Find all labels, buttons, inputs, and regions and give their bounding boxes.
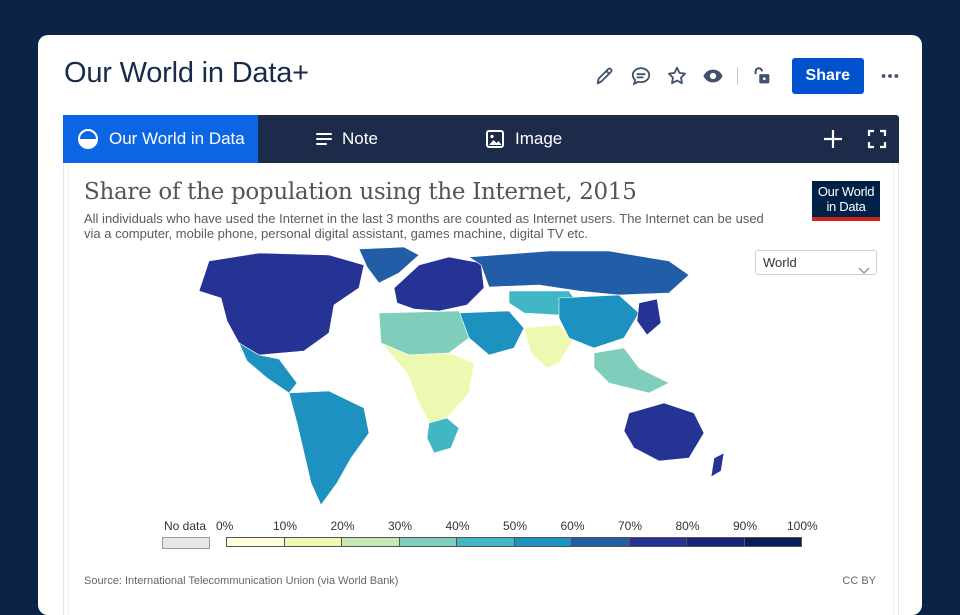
actions-divider <box>736 67 738 85</box>
legend-no-data-swatch[interactable] <box>162 537 210 549</box>
legend-bin[interactable] <box>743 537 802 547</box>
owid-logo[interactable]: Our World in Data <box>812 181 880 221</box>
region-select[interactable]: World <box>755 250 877 275</box>
map-region-russia[interactable] <box>468 250 690 296</box>
legend-bin[interactable] <box>456 537 515 547</box>
tab-label: Image <box>515 129 563 148</box>
pencil-icon[interactable] <box>587 58 623 94</box>
legend-tick-label: 60% <box>560 519 585 533</box>
legend-bin[interactable] <box>628 537 687 547</box>
chart-source[interactable]: Source: International Telecommunication … <box>84 575 399 587</box>
legend-no-data-label: No data <box>164 519 207 533</box>
tab-label: Our World in Data <box>109 129 245 148</box>
share-button[interactable]: Share <box>791 58 864 94</box>
tab-image[interactable]: Image <box>485 115 562 163</box>
legend-bin[interactable] <box>226 537 285 547</box>
legend-tick-label: 80% <box>675 519 700 533</box>
image-icon <box>485 129 505 149</box>
legend-tick-label: 70% <box>618 519 643 533</box>
legend-tick-label: 100% <box>787 519 818 533</box>
chevron-down-icon <box>858 259 870 282</box>
star-icon[interactable] <box>659 58 695 94</box>
legend-bin[interactable] <box>398 537 457 547</box>
chart-license[interactable]: CC BY <box>842 575 876 587</box>
world-map <box>198 246 725 505</box>
legend-tick-label: 10% <box>273 519 298 533</box>
unlock-icon[interactable] <box>744 58 780 94</box>
page-title: Our World in Data+ <box>64 57 309 89</box>
map-region-australia[interactable] <box>623 402 705 462</box>
map-region-central-america[interactable] <box>238 342 298 394</box>
legend-tick-label: 30% <box>388 519 413 533</box>
map-region-southeast-asia[interactable] <box>593 347 670 394</box>
legend-tick-label: 40% <box>445 519 470 533</box>
map-region-middle-east[interactable] <box>458 310 525 356</box>
note-lines-icon <box>316 131 332 147</box>
logo-line-1: Our World <box>817 184 875 199</box>
map-region-south-asia[interactable] <box>523 324 575 369</box>
embedded-chart-container: Share of the population using the Intern… <box>63 163 899 615</box>
chart-subtitle: All individuals who have used the Intern… <box>84 211 764 241</box>
eye-icon[interactable] <box>695 58 731 94</box>
tab-label: Note <box>342 129 378 148</box>
tab-our-world-in-data[interactable]: Our World in Data <box>63 115 258 163</box>
map-region-southern-africa[interactable] <box>426 417 460 454</box>
legend-bin[interactable] <box>686 537 745 547</box>
legend-bin[interactable] <box>341 537 400 547</box>
plus-icon[interactable] <box>811 115 855 163</box>
legend: No data 0% 10% 20% 30% 40% 50% 60% 70% 80% 90% 100… <box>69 511 895 561</box>
header-actions: Share <box>587 57 908 95</box>
map-region-greenland[interactable] <box>358 246 420 284</box>
logo-line-2: in Data <box>826 199 866 214</box>
more-icon[interactable] <box>872 58 908 94</box>
legend-tick-label: 20% <box>330 519 355 533</box>
macro-toolbar: Our World in Data Note Image <box>63 115 899 163</box>
region-select-value: World <box>763 255 797 270</box>
tab-note[interactable]: Note <box>316 115 378 163</box>
owid-icon <box>77 128 99 150</box>
legend-tick-label: 90% <box>733 519 758 533</box>
comment-icon[interactable] <box>623 58 659 94</box>
map-region-north-america[interactable] <box>198 252 365 356</box>
legend-bin[interactable] <box>283 537 342 547</box>
owid-chart: Share of the population using the Intern… <box>68 163 894 615</box>
page-card: Our World in Data+ Share Our World in Da… <box>38 35 922 615</box>
map-region-sub-saharan-africa[interactable] <box>380 342 475 424</box>
legend-tick-label: 50% <box>503 519 528 533</box>
map-region-china[interactable] <box>558 294 640 349</box>
map-region-new-zealand[interactable] <box>710 452 725 478</box>
chart-title: Share of the population using the Intern… <box>84 179 637 205</box>
legend-tick-label: 0% <box>216 519 234 533</box>
legend-bin[interactable] <box>571 537 630 547</box>
legend-bin[interactable] <box>513 537 572 547</box>
map-region-europe[interactable] <box>393 256 485 312</box>
map-region-south-america[interactable] <box>288 390 370 505</box>
fullscreen-icon[interactable] <box>855 115 899 163</box>
map-region-japan-korea[interactable] <box>636 298 662 336</box>
